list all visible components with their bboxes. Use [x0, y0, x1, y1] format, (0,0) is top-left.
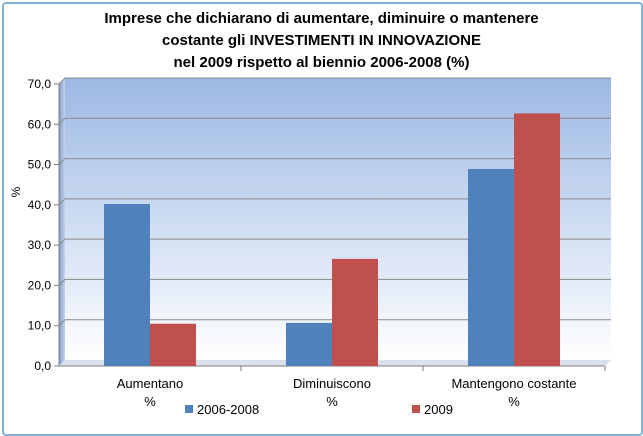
x-category-label: %	[326, 394, 338, 409]
y-tick-label: 50,0	[28, 158, 52, 172]
y-tick-label: 40,0	[28, 198, 52, 212]
chart-title-line-1: Imprese che dichiarano di aumentare, dim…	[104, 10, 539, 27]
legend-label: 2009	[424, 402, 453, 417]
x-category-label: Aumentano	[117, 376, 184, 391]
bar-2006-2008-1	[286, 322, 332, 366]
y-tick-label: 70,0	[28, 77, 52, 91]
bar-2006-2008-0	[104, 204, 150, 366]
y-tick-label: 10,0	[28, 319, 52, 333]
gridline	[58, 319, 611, 327]
legend-swatch	[412, 405, 420, 413]
x-category-label: Diminuiscono	[293, 376, 371, 391]
gridline	[58, 117, 611, 125]
gridline	[58, 238, 611, 246]
x-category-label: Mantengono costante	[451, 376, 576, 391]
legend-swatch	[185, 405, 193, 413]
bar-2006-2008-2	[468, 169, 514, 366]
bar-2009-2	[514, 113, 560, 366]
chart-title-line-3: nel 2009 rispetto al biennio 2006-2008 (…	[173, 54, 470, 71]
gridline	[58, 278, 611, 286]
legend-label: 2006-2008	[197, 402, 259, 417]
chart-title-line-2: costante gli INVESTIMENTI IN INNOVAZIONE	[162, 32, 481, 49]
gridline	[58, 77, 611, 85]
y-axis-label: %	[9, 186, 23, 197]
x-category-label: %	[144, 394, 156, 409]
y-tick-label: 30,0	[28, 238, 52, 252]
y-tick-label: 20,0	[28, 278, 52, 292]
bar-2009-0	[150, 323, 196, 366]
gridline	[58, 198, 611, 206]
y-tick-label: 60,0	[28, 117, 52, 131]
bar-2009-1	[332, 258, 378, 366]
plot-side-wall	[59, 78, 65, 366]
x-category-label: %	[508, 394, 520, 409]
gridline	[58, 158, 611, 165]
y-tick-label: 0,0	[34, 359, 51, 373]
